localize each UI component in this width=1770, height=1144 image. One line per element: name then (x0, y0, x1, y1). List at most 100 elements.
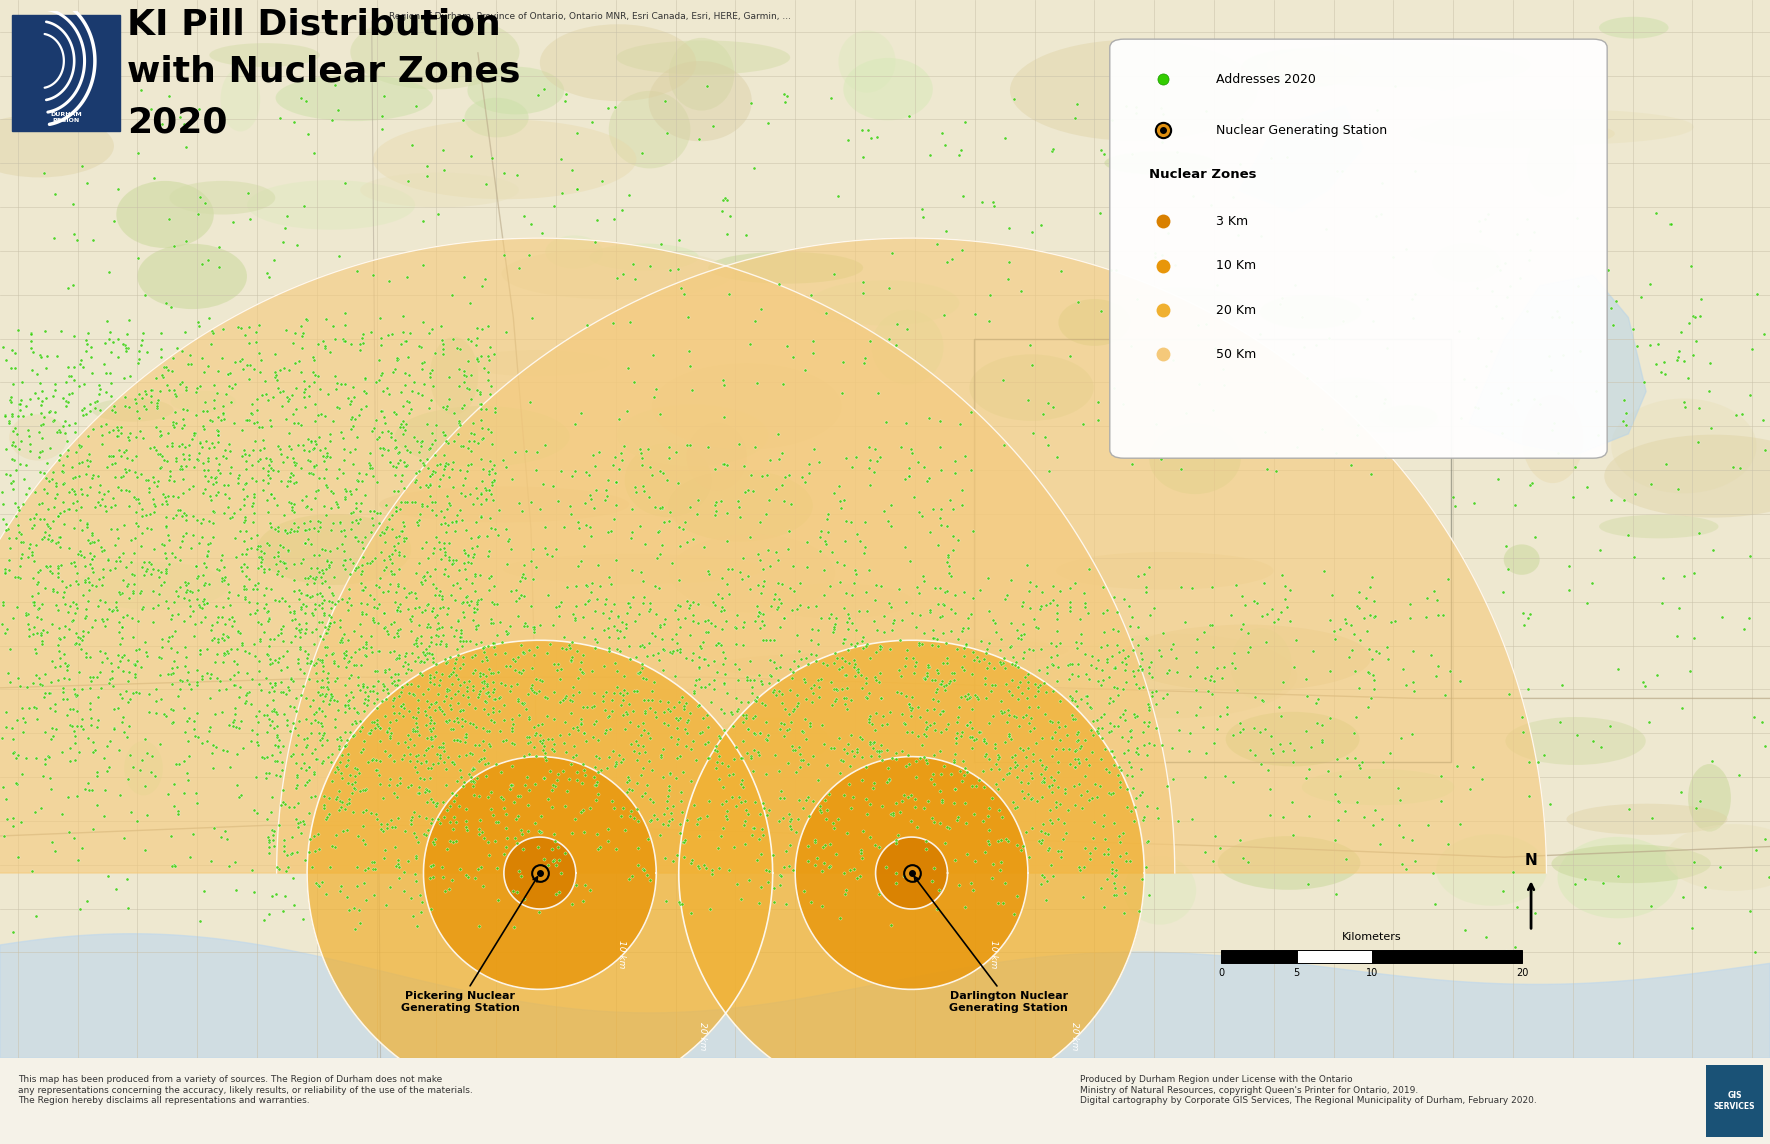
Point (768, 575, 796, 594)
Point (637, 761, 666, 779)
Ellipse shape (843, 58, 933, 120)
Point (179, 526, 207, 545)
Point (480, 699, 508, 717)
Point (0, 639, 25, 658)
Point (471, 692, 499, 710)
Point (506, 665, 535, 683)
Point (489, 164, 517, 182)
Point (522, 724, 550, 742)
Point (958, 728, 986, 746)
Point (526, 615, 554, 634)
Point (267, 566, 296, 585)
Point (612, 704, 641, 722)
Point (837, 586, 866, 604)
Point (308, 729, 336, 747)
Point (1347, 753, 1375, 771)
Point (407, 892, 435, 911)
Point (1342, 661, 1370, 680)
Point (55, 700, 83, 718)
Point (1412, 589, 1441, 607)
Point (1751, 737, 1770, 755)
Point (331, 375, 359, 394)
Point (611, 628, 639, 646)
Point (366, 402, 395, 420)
Point (735, 580, 763, 598)
Point (1000, 707, 1028, 725)
Point (402, 714, 430, 732)
Point (460, 567, 489, 586)
Point (290, 380, 319, 398)
Point (50, 683, 78, 701)
Point (193, 541, 221, 559)
Point (1127, 644, 1156, 662)
Point (335, 669, 363, 688)
Point (432, 605, 460, 623)
Point (1356, 464, 1384, 483)
Point (289, 677, 317, 696)
Point (225, 523, 253, 541)
Point (471, 648, 499, 666)
Point (1066, 860, 1094, 879)
Point (322, 398, 350, 416)
Point (527, 733, 556, 752)
Point (873, 741, 901, 760)
Point (335, 602, 363, 620)
Point (32, 359, 60, 378)
Point (469, 674, 497, 692)
Point (402, 589, 430, 607)
Point (53, 660, 81, 678)
Point (195, 448, 223, 467)
Point (1611, 404, 1639, 422)
Point (262, 704, 290, 722)
Point (1028, 773, 1057, 792)
Point (1096, 742, 1124, 761)
Point (466, 811, 494, 829)
Point (172, 381, 200, 399)
Point (370, 524, 398, 542)
Point (995, 832, 1023, 850)
Point (1292, 769, 1320, 787)
Point (1048, 740, 1076, 758)
Point (271, 888, 299, 906)
Point (255, 610, 283, 628)
Point (27, 415, 55, 434)
Point (474, 787, 503, 805)
Point (51, 653, 80, 672)
Point (248, 550, 276, 569)
Point (181, 720, 209, 738)
Point (382, 438, 411, 456)
Point (628, 636, 657, 654)
Point (880, 803, 908, 821)
Point (704, 770, 733, 788)
Point (39, 652, 67, 670)
Point (382, 458, 411, 476)
Point (432, 635, 460, 653)
Point (246, 363, 274, 381)
Point (835, 757, 864, 776)
Point (163, 339, 191, 357)
Point (278, 828, 306, 847)
Point (216, 464, 244, 483)
Point (1083, 722, 1112, 740)
Point (83, 668, 112, 686)
Point (666, 709, 694, 728)
Point (568, 664, 596, 682)
Point (25, 422, 53, 440)
Point (90, 618, 119, 636)
Point (412, 781, 441, 800)
Point (706, 700, 735, 718)
Point (278, 448, 306, 467)
Point (223, 745, 251, 763)
Point (827, 492, 855, 510)
Point (0, 451, 28, 469)
Point (264, 737, 292, 755)
Point (126, 349, 154, 367)
Point (345, 341, 373, 359)
Point (1037, 728, 1066, 746)
Point (1009, 741, 1037, 760)
Point (738, 483, 766, 501)
Point (310, 786, 338, 804)
Point (1740, 707, 1768, 725)
Point (193, 252, 221, 270)
Point (435, 797, 464, 816)
